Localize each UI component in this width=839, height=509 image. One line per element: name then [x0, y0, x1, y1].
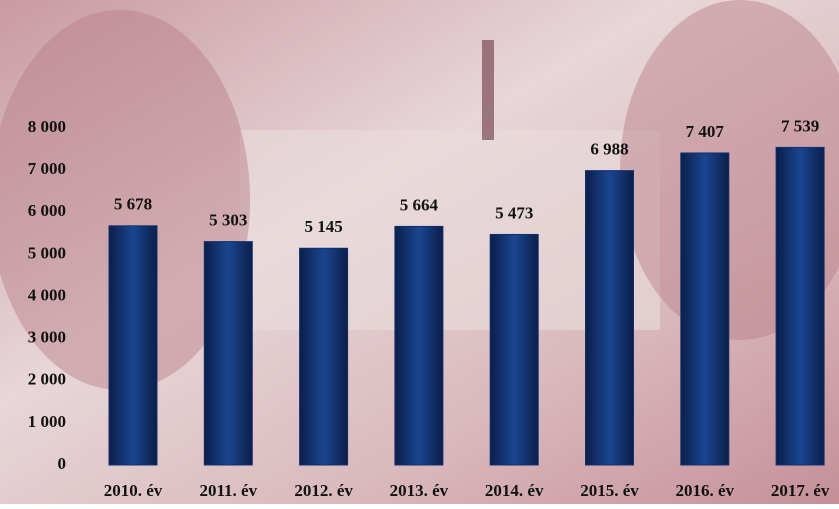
y-tick-label: 6 000 [28, 201, 66, 220]
bar [108, 225, 158, 466]
value-label: 5 145 [304, 217, 342, 236]
x-tick-label: 2012. év [294, 481, 353, 500]
value-label: 6 988 [590, 140, 628, 159]
y-tick-label: 7 000 [28, 159, 66, 178]
x-tick-label: 2010. év [104, 481, 163, 500]
y-tick-label: 0 [58, 454, 67, 473]
y-tick-label: 8 000 [28, 117, 66, 136]
chimney [482, 40, 494, 140]
x-tick-label: 2013. év [390, 481, 449, 500]
x-tick-label: 2014. év [485, 481, 544, 500]
value-label: 5 678 [114, 195, 152, 214]
x-tick-label: 2015. év [580, 481, 639, 500]
value-label: 5 303 [209, 211, 247, 230]
y-tick-label: 1 000 [28, 412, 66, 431]
y-tick-label: 2 000 [28, 370, 66, 389]
y-tick-label: 4 000 [28, 285, 66, 304]
y-tick-label: 5 000 [28, 243, 66, 262]
value-label: 7 407 [686, 122, 725, 141]
value-label: 7 539 [781, 116, 819, 135]
y-tick-label: 3 000 [28, 328, 66, 347]
bar [203, 241, 253, 466]
tree [0, 10, 250, 390]
x-tick-label: 2011. év [199, 481, 257, 500]
x-tick-label: 2017. év [771, 481, 830, 500]
bar [775, 146, 825, 466]
x-tick-label: 2016. év [676, 481, 735, 500]
bar [299, 247, 349, 466]
bar [394, 225, 444, 466]
bar [489, 233, 539, 466]
bar [585, 170, 634, 466]
value-label: 5 473 [495, 203, 533, 222]
bar [680, 152, 730, 466]
value-label: 5 664 [400, 195, 439, 214]
